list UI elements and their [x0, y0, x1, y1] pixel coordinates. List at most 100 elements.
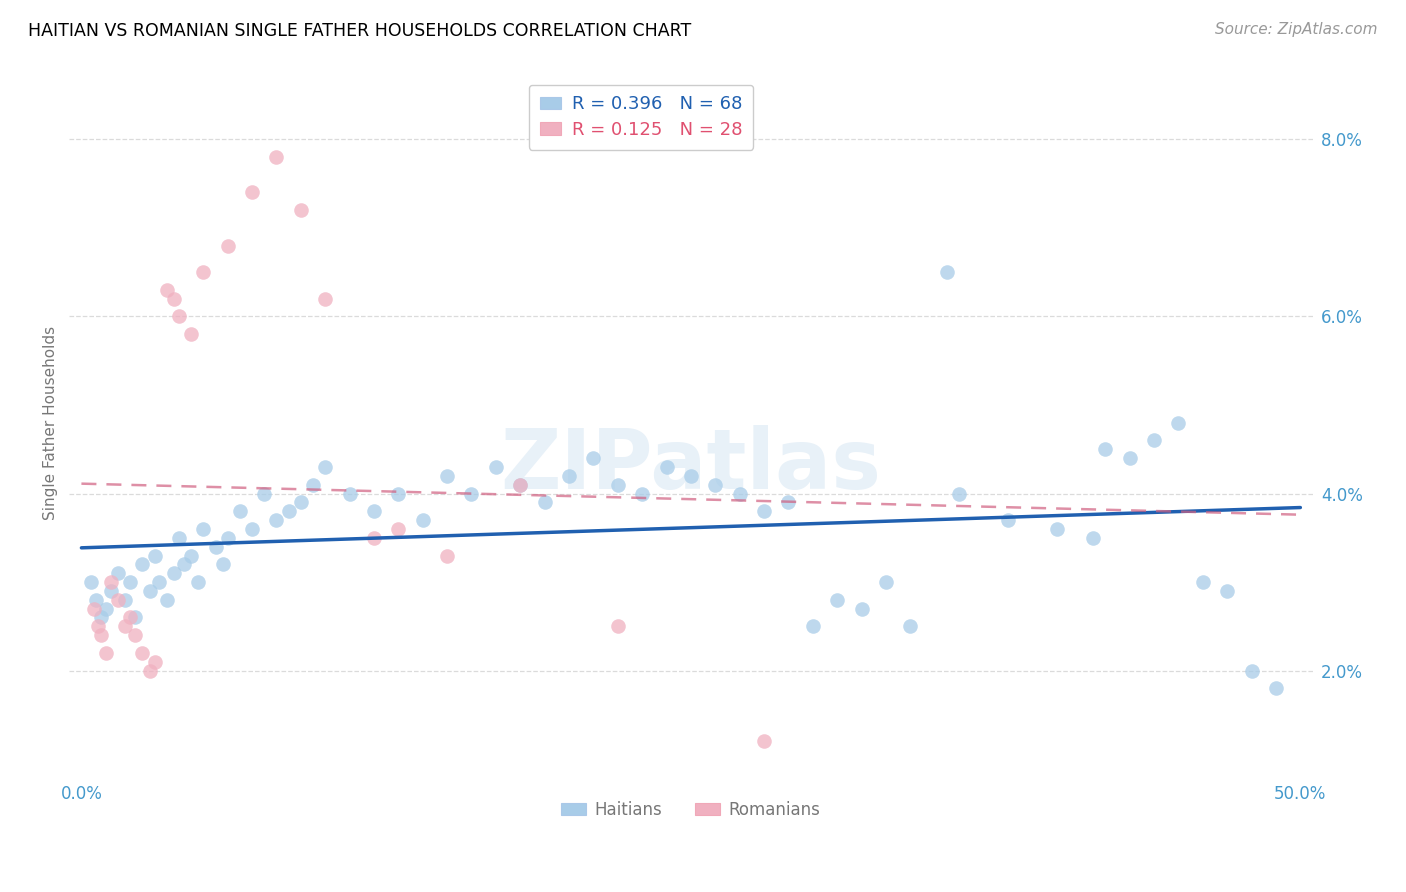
Point — [120, 575, 142, 590]
Point — [1094, 442, 1116, 457]
Point — [485, 460, 508, 475]
Point — [114, 592, 136, 607]
Text: ZIPatlas: ZIPatlas — [501, 425, 882, 506]
Point — [460, 486, 482, 500]
Point — [138, 664, 160, 678]
Point — [948, 486, 970, 500]
Point — [582, 451, 605, 466]
Point — [801, 619, 824, 633]
Point — [387, 486, 409, 500]
Point — [163, 292, 186, 306]
Point — [143, 549, 166, 563]
Point — [173, 558, 195, 572]
Point — [339, 486, 361, 500]
Point — [277, 504, 299, 518]
Point — [1216, 583, 1239, 598]
Point — [1081, 531, 1104, 545]
Point — [302, 477, 325, 491]
Point — [84, 592, 107, 607]
Point — [1265, 681, 1288, 696]
Point — [83, 601, 105, 615]
Point — [1143, 434, 1166, 448]
Point — [180, 327, 202, 342]
Point — [107, 566, 129, 581]
Point — [229, 504, 252, 518]
Point — [752, 504, 775, 518]
Point — [80, 575, 103, 590]
Point — [124, 610, 146, 624]
Point — [193, 265, 215, 279]
Point — [997, 513, 1019, 527]
Point — [217, 531, 239, 545]
Text: Source: ZipAtlas.com: Source: ZipAtlas.com — [1215, 22, 1378, 37]
Point — [363, 504, 385, 518]
Point — [187, 575, 209, 590]
Point — [204, 540, 226, 554]
Point — [509, 477, 531, 491]
Point — [124, 628, 146, 642]
Point — [558, 468, 581, 483]
Point — [100, 575, 122, 590]
Point — [436, 468, 458, 483]
Point — [655, 460, 678, 475]
Point — [679, 468, 702, 483]
Point — [94, 646, 117, 660]
Point — [217, 238, 239, 252]
Point — [120, 610, 142, 624]
Point — [240, 522, 263, 536]
Point — [314, 292, 336, 306]
Point — [851, 601, 873, 615]
Point — [156, 592, 179, 607]
Point — [143, 655, 166, 669]
Point — [606, 619, 628, 633]
Point — [114, 619, 136, 633]
Point — [94, 601, 117, 615]
Point — [704, 477, 727, 491]
Point — [935, 265, 957, 279]
Point — [90, 628, 112, 642]
Point — [131, 558, 153, 572]
Point — [266, 513, 288, 527]
Point — [1118, 451, 1140, 466]
Point — [193, 522, 215, 536]
Point — [875, 575, 897, 590]
Point — [1240, 664, 1263, 678]
Point — [290, 203, 312, 218]
Y-axis label: Single Father Households: Single Father Households — [44, 326, 58, 520]
Point — [253, 486, 276, 500]
Point — [107, 592, 129, 607]
Point — [138, 583, 160, 598]
Point — [606, 477, 628, 491]
Point — [533, 495, 555, 509]
Point — [898, 619, 921, 633]
Point — [100, 583, 122, 598]
Point — [825, 592, 848, 607]
Point — [240, 186, 263, 200]
Point — [1192, 575, 1215, 590]
Point — [167, 531, 190, 545]
Text: HAITIAN VS ROMANIAN SINGLE FATHER HOUSEHOLDS CORRELATION CHART: HAITIAN VS ROMANIAN SINGLE FATHER HOUSEH… — [28, 22, 692, 40]
Point — [778, 495, 800, 509]
Point — [180, 549, 202, 563]
Point — [290, 495, 312, 509]
Point — [266, 150, 288, 164]
Point — [163, 566, 186, 581]
Point — [752, 734, 775, 748]
Point — [131, 646, 153, 660]
Point — [211, 558, 233, 572]
Point — [436, 549, 458, 563]
Point — [728, 486, 751, 500]
Point — [631, 486, 654, 500]
Point — [314, 460, 336, 475]
Point — [1045, 522, 1067, 536]
Point — [167, 310, 190, 324]
Point — [412, 513, 434, 527]
Point — [509, 477, 531, 491]
Point — [87, 619, 110, 633]
Point — [90, 610, 112, 624]
Point — [156, 283, 179, 297]
Point — [1167, 416, 1189, 430]
Point — [387, 522, 409, 536]
Point — [148, 575, 170, 590]
Legend: Haitians, Romanians: Haitians, Romanians — [554, 794, 827, 825]
